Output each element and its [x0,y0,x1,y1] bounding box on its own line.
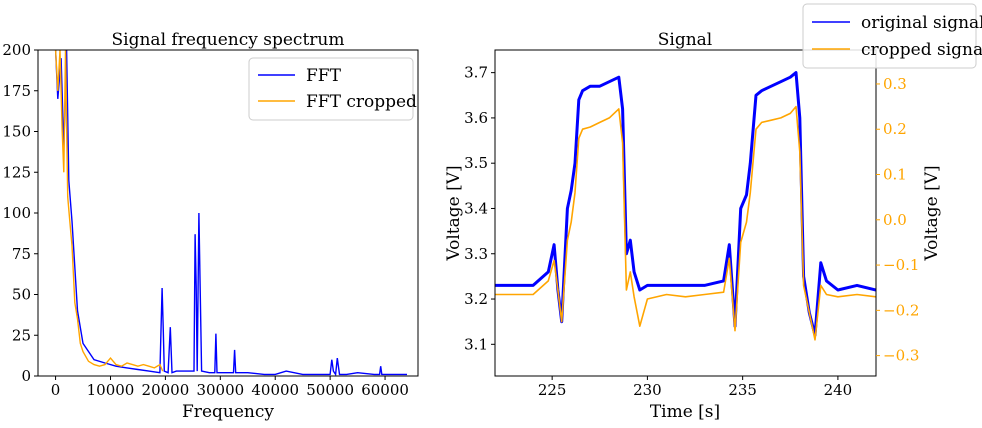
signal-plot-area [495,71,876,341]
signal-legend-label-cropped: cropped signal [861,40,982,60]
signal-left-y-tick-label: 3.1 [464,335,488,353]
signal-series-original [495,71,876,337]
signal-legend: original signal cropped signal [802,3,982,69]
fft-y-tick-label: 150 [2,123,31,141]
fft-x-tick-label: 50000 [306,381,354,399]
fft-y-tick-label: 75 [12,245,31,263]
fft-y-tick-label: 25 [12,326,31,344]
fft-x-tick-label: 60000 [361,381,409,399]
signal-right-y-tick-label: 0.1 [883,166,907,184]
fft-series-fft-cropped [54,50,164,372]
fft-legend: FFT FFT cropped [248,57,417,121]
signal-right-y-tick-label: −0.1 [883,256,919,274]
signal-chart: Signal 225 230 235 240 3.13.23.33.43.53.63.… [444,30,942,422]
signal-x-tick-label: 240 [824,381,853,399]
signal-right-y-tick-label: 0.2 [883,120,907,138]
signal-left-y-tick-label: 3.7 [464,64,488,82]
signal-x-tick-label: 225 [538,381,567,399]
fft-x-axis-label: Frequency [182,402,274,422]
fft-legend-label-fft: FFT [306,66,342,86]
signal-right-y-axis-label: Voltage [V] [922,165,942,261]
signal-x-tick-label: 230 [633,381,662,399]
fft-y-ticks: 0 25 50 75 100 125 150 175 200 [2,41,38,385]
signal-right-y-tick-label: 0.0 [883,211,907,229]
signal-series-cropped [495,105,876,341]
signal-right-y-ticks: −0.3 −0.2 −0.1 0.0 0.1 0.2 0.3 [876,75,919,365]
fft-chart-title: Signal frequency spectrum [112,30,345,50]
fft-x-ticks: 0 10000 20000 30000 40000 50000 60000 [51,376,409,399]
fft-x-tick-label: 0 [51,381,61,399]
fft-spectrum-chart: Signal frequency spectrum 0 10000 20000 300… [2,30,419,422]
signal-legend-label-original: original signal [861,13,982,33]
fft-y-tick-label: 50 [12,286,31,304]
signal-left-y-tick-label: 3.5 [464,154,488,172]
fft-series-fft [54,50,407,376]
fft-x-tick-label: 40000 [251,381,299,399]
fft-x-tick-label: 20000 [142,381,190,399]
signal-right-y-tick-label: −0.2 [883,301,919,319]
fft-y-tick-label: 200 [2,41,31,59]
signal-left-y-tick-label: 3.3 [464,245,488,263]
signal-left-y-axis-label: Voltage [V] [444,165,464,261]
signal-right-y-tick-label: −0.3 [883,347,919,365]
signal-left-y-ticks: 3.1 3.2 3.3 3.4 3.5 3.6 3.7 [464,64,495,353]
signal-right-y-tick-label: 0.3 [883,75,907,93]
signal-chart-title: Signal [658,30,713,50]
signal-x-axis-label: Time [s] [650,402,720,422]
signal-axes-frame [494,49,877,377]
signal-left-y-tick-label: 3.6 [464,109,488,127]
fft-y-tick-label: 175 [2,82,31,100]
fft-legend-box [248,57,414,121]
fft-plot-area [54,50,407,376]
fft-y-tick-label: 0 [21,367,31,385]
fft-y-tick-label: 125 [2,163,31,181]
signal-left-y-tick-label: 3.4 [464,199,488,217]
signal-x-tick-label: 235 [728,381,757,399]
fft-x-tick-label: 30000 [196,381,244,399]
signal-x-ticks: 225 230 235 240 [538,376,852,399]
signal-left-y-tick-label: 3.2 [464,290,488,308]
fft-x-tick-label: 10000 [87,381,135,399]
fft-y-tick-label: 100 [2,204,31,222]
signal-legend-box [802,3,977,69]
fft-legend-label-cropped: FFT cropped [306,92,417,112]
